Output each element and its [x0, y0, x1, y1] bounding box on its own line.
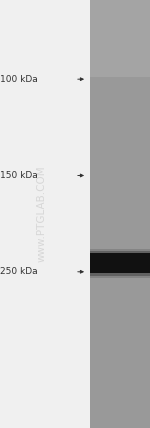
- Text: 250 kDa: 250 kDa: [0, 267, 38, 276]
- Text: 100 kDa: 100 kDa: [0, 74, 38, 84]
- Text: www.PTGLAB.COM: www.PTGLAB.COM: [37, 166, 47, 262]
- Bar: [90, 253, 150, 273]
- Bar: [90, 0, 150, 428]
- Bar: [90, 0, 150, 77]
- Bar: [90, 249, 150, 278]
- Text: 150 kDa: 150 kDa: [0, 171, 38, 180]
- Bar: [90, 251, 150, 276]
